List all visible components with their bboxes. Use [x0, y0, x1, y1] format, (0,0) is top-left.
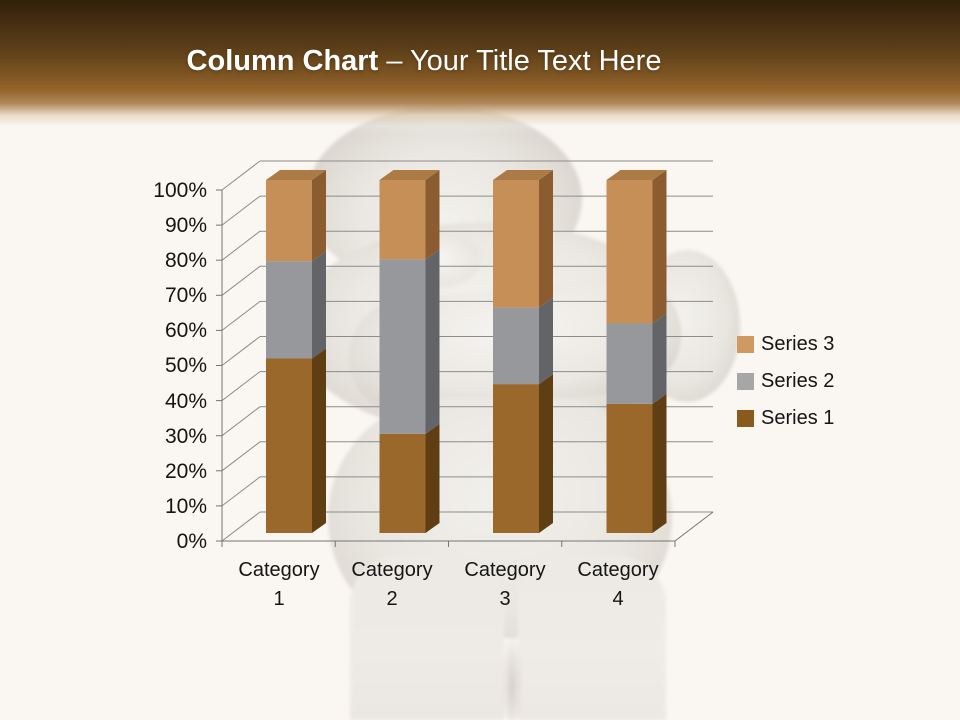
bar-side-cat3-series-3 — [539, 170, 553, 308]
bar-side-cat3-series-1 — [539, 374, 553, 533]
bar-side-cat3-series-2 — [539, 297, 553, 385]
bar-segment-cat1-series-3 — [266, 180, 312, 262]
bar-top-cat4-series-3 — [606, 170, 667, 180]
bar-top-cat1-series-3 — [266, 170, 326, 180]
bar-top-cat2-series-3 — [379, 170, 440, 180]
bar-segment-cat1-series-1 — [266, 358, 312, 533]
gridline-side — [221, 265, 261, 296]
bar-side-cat2-series-3 — [425, 170, 440, 260]
bar-side-cat1-series-1 — [312, 348, 326, 533]
bar-segment-cat2-series-2 — [379, 259, 426, 434]
bar-segment-cat4-series-1 — [606, 403, 653, 533]
person-right-leg — [518, 556, 666, 720]
bar-side-cat4-series-1 — [652, 393, 667, 533]
bar-top-cat3-series-3 — [493, 170, 553, 180]
slide-title: Column Chart – Your Title Text Here — [187, 44, 662, 78]
bar-side-cat4-series-3 — [652, 170, 667, 324]
floor-right-edge — [674, 511, 714, 542]
slide-title-sub: – Your Title Text Here — [386, 45, 662, 77]
gridline-side — [221, 230, 261, 261]
bar-segment-cat3-series-3 — [493, 180, 539, 308]
gridline-side — [221, 476, 261, 507]
bar-segment-cat4-series-3 — [606, 180, 653, 324]
bar-side-cat1-series-2 — [312, 251, 326, 359]
gridline-side — [221, 195, 261, 226]
bar-side-cat2-series-2 — [425, 249, 440, 434]
bar-segment-cat4-series-2 — [606, 323, 653, 404]
slide-title-main: Column Chart — [186, 45, 379, 77]
bar-side-cat1-series-3 — [312, 170, 326, 262]
gridline-side — [221, 301, 261, 331]
bar-segment-cat3-series-1 — [493, 384, 539, 533]
gridline-side — [221, 406, 261, 437]
gridline-side — [221, 336, 261, 366]
bar-segment-cat1-series-2 — [266, 261, 312, 359]
bar-segment-cat2-series-1 — [379, 433, 426, 533]
person-leg-crease — [502, 636, 522, 720]
bar-side-cat4-series-2 — [652, 313, 667, 404]
gridline-side — [221, 511, 261, 542]
gridline-side — [221, 160, 261, 191]
slide-header: Column Chart – Your Title Text Here — [0, 0, 960, 134]
person-left-leg — [350, 556, 504, 720]
gridline-side — [221, 371, 261, 401]
bar-segment-cat3-series-2 — [493, 307, 539, 385]
bar-segment-cat2-series-3 — [379, 180, 426, 260]
bar-side-cat2-series-1 — [425, 423, 440, 533]
gridline-side — [221, 441, 261, 472]
